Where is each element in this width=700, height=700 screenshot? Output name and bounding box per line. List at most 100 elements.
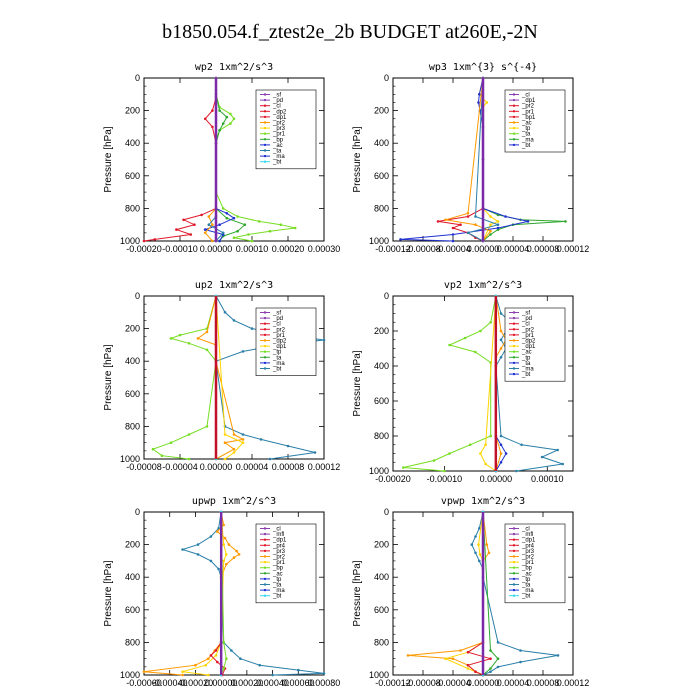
legend-label: _dp1 — [272, 115, 287, 121]
y-tick-label: 600 — [374, 396, 389, 406]
x-tick-label: -0.00040 — [152, 678, 188, 688]
series-point — [236, 229, 239, 233]
series-point — [489, 667, 492, 670]
x-tick-label: 0.00008 — [527, 678, 560, 688]
legend-label: _pr4 — [272, 543, 286, 549]
series-point — [225, 562, 228, 566]
legend-marker — [263, 588, 267, 592]
legend-marker — [263, 555, 267, 558]
x-tick-label: 0.00000 — [467, 244, 500, 254]
legend-marker — [512, 527, 516, 530]
series-point — [218, 109, 221, 112]
series-line-pr2 — [182, 511, 227, 676]
legend-marker — [512, 532, 516, 536]
legend-marker — [512, 339, 516, 342]
y-tick-label: 200 — [374, 326, 389, 336]
series-point — [193, 223, 196, 226]
series-point — [479, 452, 482, 455]
legend-label: _sf — [521, 311, 530, 317]
series-point — [489, 321, 493, 324]
series-point — [225, 212, 229, 215]
legend-label: _ac — [521, 571, 532, 577]
y-tick-label: 200 — [125, 540, 140, 550]
legend-marker — [263, 572, 267, 575]
panel-title: vpwp 1xm^2/s^3 — [441, 496, 525, 507]
series-point — [504, 452, 508, 455]
series-point — [466, 663, 470, 667]
series-point — [484, 443, 487, 447]
series-point — [499, 312, 503, 315]
legend-marker — [512, 132, 516, 135]
series-point — [499, 452, 503, 455]
y-tick-label: 0 — [135, 507, 140, 517]
legend-label: _tp — [272, 577, 282, 583]
series-point — [232, 117, 236, 121]
series-point — [444, 218, 447, 222]
legend-box — [255, 307, 317, 376]
y-tick-label: 800 — [374, 203, 389, 213]
series-point — [151, 447, 155, 451]
series-line-pr2 — [445, 77, 492, 242]
legend-marker — [263, 356, 267, 359]
legend-label: _cl — [521, 93, 530, 99]
legend-marker — [512, 115, 516, 119]
series-point — [142, 239, 146, 243]
panel-title: upwp 1xm^2/s^3 — [192, 496, 276, 507]
series-line-dp1 — [151, 295, 217, 460]
series-point — [250, 327, 254, 330]
series-point — [243, 223, 247, 226]
series-point — [225, 115, 229, 119]
series-point — [466, 231, 470, 235]
legend-label: _pr3 — [521, 549, 535, 555]
series-point — [229, 122, 232, 125]
y-tick-label: 0 — [384, 507, 389, 517]
legend-marker — [263, 311, 267, 314]
legend-label: _pr2 — [272, 327, 286, 333]
legend-label: _ma — [272, 361, 285, 367]
series-point — [222, 667, 225, 670]
legend-label: _tp — [521, 126, 531, 132]
series-line-pr2 — [479, 295, 497, 472]
series-point — [487, 551, 491, 555]
series-line-tp — [180, 511, 325, 676]
series-point — [279, 223, 283, 226]
legend-marker — [263, 328, 267, 331]
legend-label: _ac — [272, 571, 283, 577]
legend-marker — [263, 566, 267, 569]
series-point — [271, 673, 274, 677]
legend-label: _pd — [521, 316, 532, 322]
legend-label: _pr2 — [272, 121, 286, 127]
panel-2: wp3 1xm^{3} s^{-4}02004006008001000-0.00… — [352, 62, 589, 254]
legend-label: _mfl — [521, 532, 533, 538]
series-point — [459, 649, 462, 652]
legend-label: _ta — [272, 355, 282, 361]
y-axis-label: Pressure [hPa] — [352, 126, 363, 192]
series-line-dp1 — [143, 78, 217, 242]
x-tick-label: 0.00080 — [308, 678, 341, 688]
legend-label: _pr3 — [272, 126, 286, 132]
series-point — [160, 454, 164, 458]
series-point — [181, 673, 184, 677]
y-tick-label: 200 — [374, 106, 389, 116]
series-point — [169, 441, 173, 445]
series-point — [466, 215, 470, 218]
series-point — [520, 443, 523, 447]
legend-marker — [512, 311, 516, 314]
y-tick-label: 400 — [374, 138, 389, 148]
legend-label: _dp1 — [521, 344, 536, 350]
legend-marker — [512, 356, 516, 359]
panel-3: up2 1xm^2/s^3 0 200 400 600 800 1000-0.00008 -0… — [103, 280, 340, 472]
series-point — [209, 559, 213, 563]
x-tick-label: 0.00000 — [200, 244, 233, 254]
legend-label: _cl — [272, 104, 281, 110]
series-line-pr1 — [407, 511, 490, 676]
legend-label: _pr4 — [521, 543, 535, 549]
series-point — [230, 649, 233, 652]
legend-label: _ma — [272, 154, 285, 160]
series-line-pr2 — [444, 511, 484, 676]
legend-label: _bp — [272, 566, 284, 572]
legend-label: _bt — [521, 143, 531, 149]
x-tick-label: 0.00008 — [272, 462, 305, 472]
series-point — [489, 215, 492, 218]
legend-label: _pr2 — [521, 104, 535, 110]
